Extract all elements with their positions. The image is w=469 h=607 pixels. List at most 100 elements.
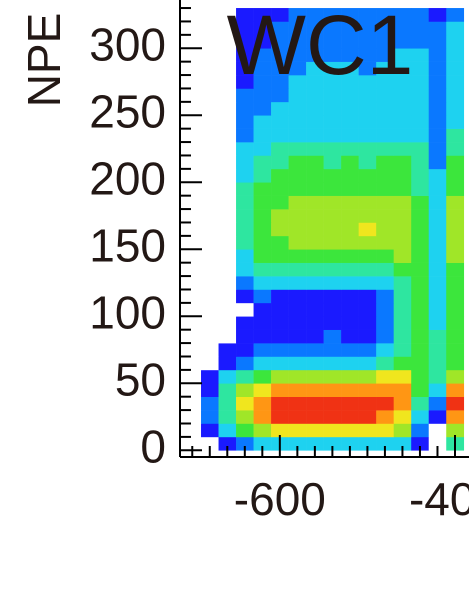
- heatmap-cell: [236, 155, 254, 170]
- heatmap-cell: [253, 289, 272, 304]
- heatmap-cell: [271, 128, 289, 143]
- heatmap-cell: [358, 410, 377, 424]
- heatmap-cell: [411, 356, 430, 371]
- heatmap-cell: [446, 61, 465, 76]
- heatmap-cell: [446, 182, 465, 196]
- heatmap-cell: [306, 115, 324, 129]
- heatmap-cell: [376, 343, 394, 357]
- heatmap-cell: [218, 396, 237, 411]
- heatmap-cell: [358, 369, 377, 384]
- heatmap-cell: [288, 235, 307, 250]
- heatmap-cell: [306, 21, 324, 36]
- heatmap-cell: [323, 289, 342, 304]
- heatmap-cell: [411, 155, 430, 170]
- heatmap-cell: [306, 155, 324, 170]
- heatmap-cell: [201, 235, 219, 250]
- heatmap-cell: [201, 343, 219, 357]
- heatmap-cell: [288, 289, 307, 304]
- heatmap-cell: [341, 61, 359, 76]
- heatmap-cell: [411, 249, 430, 263]
- heatmap-cell: [358, 8, 377, 22]
- heatmap-cell: [253, 383, 272, 397]
- heatmap-cell: [183, 101, 202, 116]
- heatmap-cell: [288, 302, 307, 317]
- heatmap-cell: [393, 316, 412, 330]
- heatmap-cell: [201, 21, 219, 36]
- heatmap-cell: [288, 396, 307, 411]
- heatmap-cell: [271, 329, 289, 344]
- heatmap-cell: [201, 302, 219, 317]
- heatmap-cell: [253, 101, 272, 116]
- heatmap-cells: [183, 8, 465, 451]
- heatmap-cell: [411, 34, 430, 49]
- heatmap-cell: [341, 222, 359, 237]
- heatmap-cell: [393, 142, 412, 156]
- heatmap-cell: [323, 410, 342, 424]
- heatmap-cell: [236, 343, 254, 357]
- heatmap-cell: [218, 356, 237, 371]
- heatmap-cell: [411, 423, 430, 438]
- heatmap-cell: [323, 8, 342, 22]
- heatmap-cell: [411, 209, 430, 223]
- heatmap-cell: [306, 329, 324, 344]
- heatmap-cell: [271, 369, 289, 384]
- heatmap-cell: [288, 222, 307, 237]
- heatmap-cell: [446, 8, 465, 22]
- heatmap-cell: [288, 369, 307, 384]
- heatmap-cell: [183, 316, 202, 330]
- heatmap-cell: [393, 356, 412, 371]
- heatmap-cell: [288, 75, 307, 89]
- heatmap-cell: [341, 289, 359, 304]
- heatmap-cell: [236, 75, 254, 89]
- heatmap-cell: [218, 21, 237, 36]
- heatmap-cell: [201, 222, 219, 237]
- heatmap-cell: [341, 276, 359, 290]
- y-tick-label: 200: [89, 152, 166, 204]
- heatmap-cell: [323, 195, 342, 210]
- heatmap-cell: [236, 8, 254, 22]
- heatmap-cell: [358, 249, 377, 263]
- y-tick-label: 150: [89, 219, 166, 271]
- heatmap-cell: [428, 128, 447, 143]
- heatmap-cell: [358, 222, 377, 237]
- heatmap-cell: [358, 182, 377, 196]
- heatmap-cell: [358, 302, 377, 317]
- heatmap-cell: [411, 195, 430, 210]
- heatmap-cell: [218, 182, 237, 196]
- heatmap-cell: [323, 34, 342, 49]
- heatmap-cell: [428, 155, 447, 170]
- heatmap-cell: [428, 316, 447, 330]
- heatmap-cell: [341, 142, 359, 156]
- heatmap-cell: [218, 410, 237, 424]
- heatmap-cell: [323, 88, 342, 103]
- heatmap-cell: [393, 262, 412, 277]
- heatmap-cell: [358, 34, 377, 49]
- heatmap-cell: [446, 276, 465, 290]
- heatmap-cell: [376, 356, 394, 371]
- heatmap-cell: [201, 209, 219, 223]
- heatmap-cell: [218, 316, 237, 330]
- heatmap-cell: [428, 343, 447, 357]
- heatmap-cell: [253, 115, 272, 129]
- heatmap-cell: [253, 316, 272, 330]
- heatmap-cell: [411, 61, 430, 76]
- heatmap-cell: [358, 128, 377, 143]
- heatmap-cell: [201, 410, 219, 424]
- heatmap-cell: [446, 423, 465, 438]
- heatmap-cell: [288, 128, 307, 143]
- heatmap-cell: [183, 34, 202, 49]
- heatmap-cell: [236, 356, 254, 371]
- heatmap-cell: [183, 222, 202, 237]
- heatmap-cell: [183, 289, 202, 304]
- heatmap-cell: [341, 410, 359, 424]
- heatmap-cell: [201, 168, 219, 183]
- heatmap-cell: [411, 436, 430, 451]
- heatmap-cell: [183, 75, 202, 89]
- heatmap-cell: [183, 128, 202, 143]
- heatmap-cell: [201, 61, 219, 76]
- heatmap-cell: [428, 142, 447, 156]
- heatmap-cell: [428, 410, 447, 424]
- heatmap-cell: [236, 195, 254, 210]
- heatmap-cell: [358, 383, 377, 397]
